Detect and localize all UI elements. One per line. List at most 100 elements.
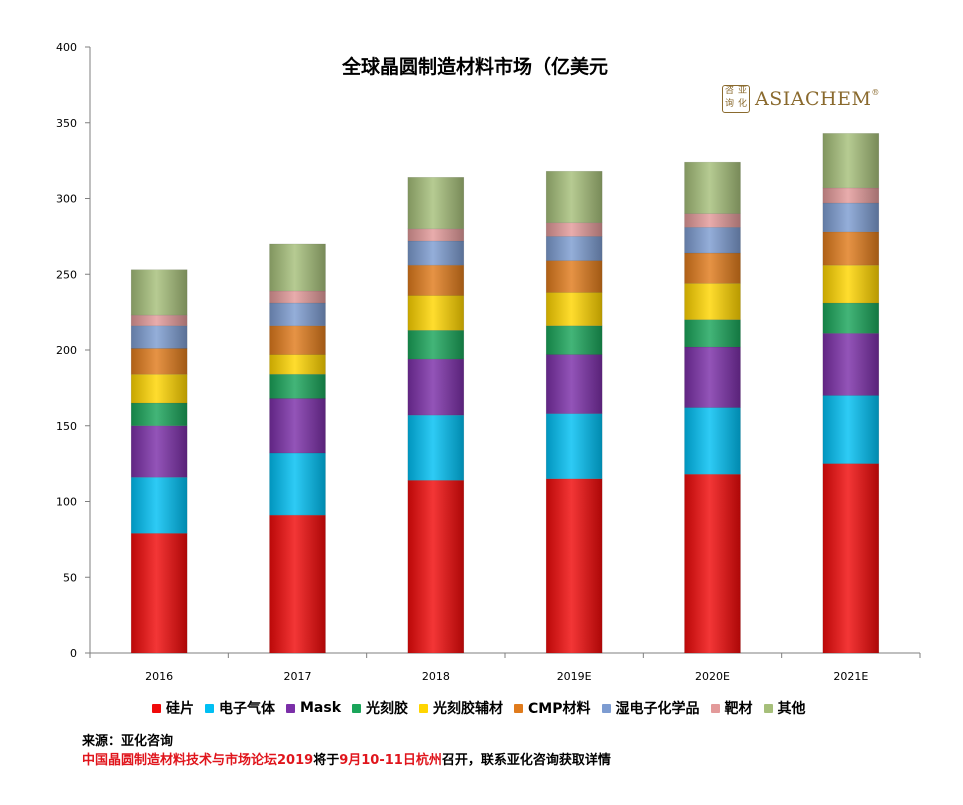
bar-segment xyxy=(545,354,603,414)
bar-segment xyxy=(269,514,326,654)
bar-segment xyxy=(545,413,603,480)
bar-segment xyxy=(407,330,465,360)
bar-stack-2020E xyxy=(684,161,741,654)
bar-segment xyxy=(130,476,188,534)
legend-swatch xyxy=(601,703,611,713)
bar-stack-2021E xyxy=(822,133,880,654)
legend-item: 靶材 xyxy=(710,698,753,718)
bar-segment xyxy=(684,473,741,654)
x-tick-label: 2016 xyxy=(145,670,173,683)
y-tick-label: 200 xyxy=(56,344,77,357)
bar-segment xyxy=(822,302,880,334)
bar-segment xyxy=(407,240,465,266)
legend-item: CMP材料 xyxy=(514,698,591,718)
bar-segment xyxy=(684,346,741,408)
bar-segment xyxy=(130,348,188,375)
x-tick-label: 2020E xyxy=(695,670,730,683)
chart-bars xyxy=(130,133,880,654)
brand-name: ASIACHEM® xyxy=(755,88,880,110)
legend-label: 湿电子化学品 xyxy=(615,701,700,717)
bar-segment xyxy=(684,407,741,475)
bar-segment xyxy=(684,161,741,214)
bar-segment xyxy=(822,333,880,396)
event-note: 中国晶圆制造材料技术与市场论坛2019将于9月10-11日杭州召开，联系亚化咨询… xyxy=(82,749,611,768)
bar-segment xyxy=(822,231,880,266)
y-tick-label: 250 xyxy=(56,268,77,281)
bar-segment xyxy=(130,325,188,349)
bar-segment xyxy=(545,236,603,261)
bar-segment xyxy=(130,533,188,654)
bar-segment xyxy=(407,358,465,416)
legend-label: Mask xyxy=(300,700,342,716)
bar-segment xyxy=(684,283,741,320)
x-tick-label: 2017 xyxy=(284,670,312,683)
bar-segment xyxy=(822,202,880,233)
chart-ticks: 0 50 100 150 200 250 300 350 400 2016 2017 2018 2019… xyxy=(56,41,921,683)
event-note-forum: 中国晶圆制造材料技术与市场论坛2019 xyxy=(82,753,314,768)
legend-item: 湿电子化学品 xyxy=(601,698,700,718)
legend-swatch xyxy=(152,703,161,713)
bar-segment xyxy=(407,264,465,296)
bar-segment xyxy=(407,228,465,242)
event-note-date: 9月10-11日杭州 xyxy=(339,753,442,768)
legend-item: 其他 xyxy=(763,698,806,718)
source-note: 来源：亚化咨询 xyxy=(82,734,174,749)
bar-segment xyxy=(822,463,880,654)
y-tick-label: 50 xyxy=(63,571,77,584)
legend-label: 靶材 xyxy=(724,701,753,717)
legend-item: Mask xyxy=(286,700,341,716)
legend-item: 硅片 xyxy=(152,698,194,718)
chart-title: 全球晶圆制造材料市场（亿美元 xyxy=(341,56,608,78)
bar-segment xyxy=(269,452,326,516)
bar-segment xyxy=(822,133,880,189)
legend-label: 光刻胶 xyxy=(366,701,409,717)
legend-label: 其他 xyxy=(777,701,806,717)
bar-segment xyxy=(545,170,603,224)
legend-swatch xyxy=(419,703,429,713)
bar-segment xyxy=(130,373,188,404)
bar-stack-2016 xyxy=(130,269,188,654)
bar-segment xyxy=(269,373,326,399)
x-tick-label: 2019E xyxy=(557,670,592,683)
bar-segment xyxy=(269,290,326,304)
bar-segment xyxy=(407,295,465,331)
bar-segment xyxy=(684,226,741,254)
bar-segment xyxy=(269,302,326,327)
legend-swatch xyxy=(286,703,295,713)
bar-segment xyxy=(130,402,188,427)
bar-segment xyxy=(822,264,880,304)
legend-swatch xyxy=(710,703,720,713)
legend-swatch xyxy=(514,703,524,713)
bar-segment xyxy=(545,222,603,237)
bar-segment xyxy=(684,213,741,228)
legend-item: 光刻胶 xyxy=(352,698,408,718)
legend-swatch xyxy=(763,703,773,713)
bar-stack-2019E xyxy=(545,170,603,654)
bar-segment xyxy=(269,398,326,454)
legend-label: 光刻胶辅材 xyxy=(433,701,504,717)
bar-segment xyxy=(822,395,880,464)
legend-label: 电子气体 xyxy=(219,701,275,717)
bar-segment xyxy=(407,176,465,230)
brand-logo: 咨亚 询化 ASIACHEM® xyxy=(722,84,880,114)
y-tick-label: 350 xyxy=(56,117,77,130)
bar-segment xyxy=(269,325,326,355)
y-tick-label: 300 xyxy=(56,193,77,206)
bar-segment xyxy=(684,252,741,284)
event-note-text-2: 召开，联系亚化咨询获取详情 xyxy=(441,753,611,768)
y-tick-label: 0 xyxy=(70,647,77,660)
x-tick-label: 2021E xyxy=(833,670,868,683)
event-note-text-1: 将于 xyxy=(313,753,340,768)
legend-label: CMP材料 xyxy=(528,701,591,717)
bar-segment xyxy=(822,187,880,204)
bar-segment xyxy=(130,269,188,316)
bar-segment xyxy=(545,325,603,355)
bar-segment xyxy=(269,354,326,375)
brand-seal-icon: 咨亚 询化 xyxy=(722,85,750,113)
legend-label: 硅片 xyxy=(166,701,194,717)
y-tick-label: 400 xyxy=(56,41,77,54)
legend-item: 光刻胶辅材 xyxy=(419,698,503,718)
chart-legend: 硅片 电子气体 Mask 光刻胶 光刻胶辅材 CMP材料 湿电子化学品 靶材 其他 xyxy=(152,698,817,718)
legend-swatch xyxy=(352,703,362,713)
bar-segment xyxy=(545,478,603,654)
